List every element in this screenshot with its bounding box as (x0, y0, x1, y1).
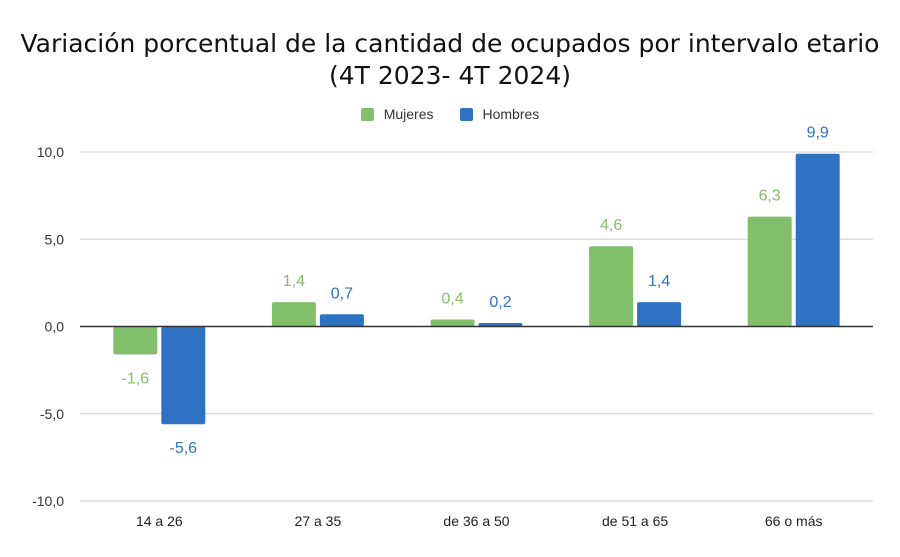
bar-hombres (478, 323, 523, 327)
data-label: 4,6 (600, 217, 622, 234)
data-label: 0,4 (441, 291, 463, 308)
chart-title: Variación porcentual de la cantidad de o… (0, 28, 900, 92)
data-label: -1,6 (122, 370, 150, 387)
bar-hombres (319, 314, 364, 327)
chart-title-line1: Variación porcentual de la cantidad de o… (20, 29, 880, 58)
data-label: -5,6 (170, 440, 198, 457)
data-label: 6,3 (759, 188, 781, 205)
x-tick-label: 27 a 35 (295, 513, 342, 529)
x-tick-label: de 51 a 65 (602, 513, 668, 529)
data-label: 1,4 (283, 273, 305, 290)
bar-mujeres (589, 246, 634, 327)
y-tick-label: -10,0 (32, 493, 64, 509)
bar-hombres (795, 153, 840, 327)
legend-item-mujeres: Mujeres (360, 106, 434, 122)
x-tick-label: 14 a 26 (136, 513, 183, 529)
bar-mujeres (271, 302, 316, 327)
chart-legend: Mujeres Hombres (0, 106, 900, 122)
y-tick-label: 5,0 (45, 231, 65, 247)
bar-mujeres (113, 326, 158, 355)
legend-item-hombres: Hombres (459, 106, 540, 122)
legend-swatch-mujeres (360, 107, 374, 121)
data-label: 9,9 (807, 125, 829, 142)
y-tick-label: -5,0 (40, 406, 64, 422)
bar-hombres (637, 302, 682, 327)
data-label: 1,4 (648, 273, 670, 290)
bar-mujeres (747, 216, 792, 327)
x-tick-label: 66 o más (765, 513, 823, 529)
data-label: 0,2 (489, 294, 511, 311)
legend-label-mujeres: Mujeres (383, 106, 434, 122)
y-tick-label: 10,0 (37, 144, 64, 160)
data-label: 0,7 (331, 285, 353, 302)
y-tick-label: 0,0 (45, 319, 65, 335)
chart-title-line2: (4T 2023- 4T 2024) (329, 61, 571, 90)
x-tick-label: de 36 a 50 (443, 513, 509, 529)
legend-swatch-hombres (459, 107, 473, 121)
legend-label-hombres: Hombres (482, 106, 540, 122)
bar-hombres (161, 326, 206, 425)
bar-mujeres (430, 319, 475, 327)
